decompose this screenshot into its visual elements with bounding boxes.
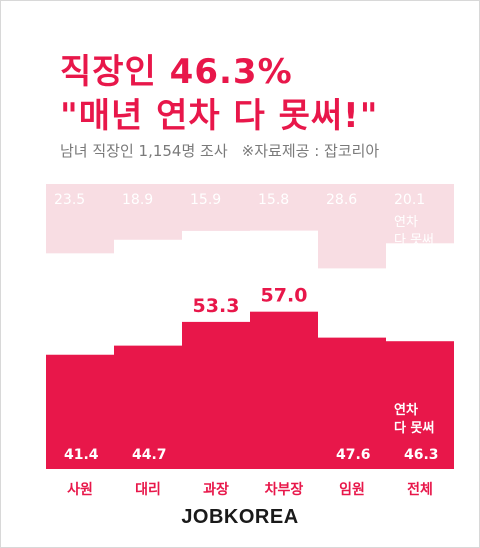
category-label: 차부장 [265,481,304,498]
survey-note: 남녀 직장인 1,154명 조사 [60,142,228,160]
upper-annotation-label: 연차 [394,215,418,230]
main-bar-value-label: 44.7 [132,447,167,463]
category-label: 전체 [407,481,433,498]
category-label: 임원 [339,482,365,498]
title-line-1: 직장인 46.3% [60,52,293,92]
title-line-2: "매년 연차 다 못써!" [60,96,379,136]
upper-bar-value-label: 23.5 [54,192,85,208]
category-label: 사원 [67,482,93,498]
main-bar-value-label: 53.3 [193,295,240,317]
main-bar-1 [46,354,114,469]
jobkorea-logo: JOBKOREA [181,506,299,528]
upper-annotation-label: 다 못써 [394,233,434,248]
main-bar-6 [386,341,454,469]
category-label: 과장 [203,481,229,498]
upper-bar-6 [386,184,454,244]
source-note: ※자료제공 : 잡코리아 [241,142,380,160]
main-bar-3 [182,321,250,469]
main-bar-value-label: 41.4 [64,447,99,463]
main-bar-value-label: 57.0 [261,285,308,307]
upper-bar-value-label: 28.6 [326,192,357,208]
upper-bar-3 [182,184,250,231]
subtitle: 남녀 직장인 1,154명 조사 ※자료제공 : 잡코리아 [60,140,379,161]
main-bar-5 [318,337,386,469]
main-annotation-label: 다 못써 [394,420,434,436]
main-bar-value-label: 46.3 [404,447,439,463]
main-bar-value-label: 47.6 [336,447,371,463]
upper-bar-value-label: 15.9 [190,192,221,208]
main-bar-4 [250,311,318,469]
upper-bar-1 [46,184,114,254]
category-label: 대리 [135,482,161,498]
upper-bar-2 [114,184,182,240]
main-annotation-label: 연차 [394,402,418,418]
upper-bar-value-label: 18.9 [122,192,153,208]
upper-bar-4 [250,184,318,231]
main-bar-2 [114,345,182,469]
upper-bar-5 [318,184,386,269]
upper-bar-value-label: 15.8 [258,192,289,208]
upper-bar-value-label: 20.1 [394,192,425,208]
